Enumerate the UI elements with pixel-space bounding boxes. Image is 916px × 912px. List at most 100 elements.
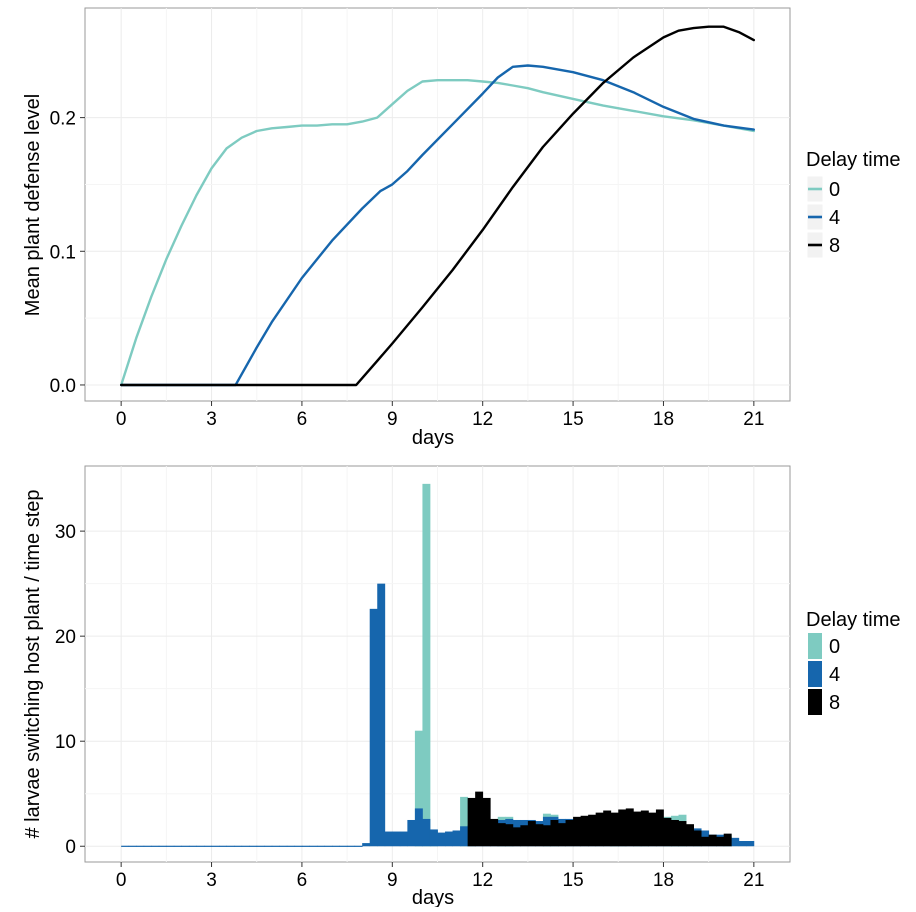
bar (128, 845, 137, 847)
grid (85, 8, 790, 401)
bar (708, 834, 717, 847)
bar (670, 819, 679, 847)
y-tick-label: 0.2 (50, 109, 76, 130)
legend-label-4: 4 (829, 207, 840, 229)
bar (701, 836, 710, 847)
bar (384, 831, 393, 847)
x-tick-label: 0 (116, 409, 127, 430)
bar (136, 845, 145, 847)
bar (211, 845, 220, 847)
bar (377, 583, 386, 847)
bar (316, 845, 325, 847)
bar (633, 811, 642, 847)
bar (249, 845, 258, 847)
bar (121, 845, 130, 847)
bar (422, 818, 431, 847)
bar (143, 845, 152, 847)
bar (512, 827, 521, 847)
bar (399, 831, 408, 847)
bar (226, 845, 235, 847)
y-tick-label: 20 (55, 627, 76, 648)
legend-label-8: 8 (829, 692, 840, 714)
bar (738, 840, 747, 847)
y-axis-label: Mean plant defense level (22, 94, 44, 316)
bar (301, 845, 310, 847)
bar (294, 845, 303, 847)
bar (610, 812, 619, 847)
x-tick-label: 21 (743, 870, 764, 891)
legend-label-4: 4 (829, 664, 840, 686)
bar (407, 819, 416, 847)
legend-title: Delay time (806, 149, 900, 171)
series-line-8 (119, 25, 755, 387)
x-axis-label: days (412, 887, 454, 907)
bar (309, 845, 318, 847)
bar (520, 825, 529, 847)
bar (595, 812, 604, 847)
y-axis-label: # larvae switching host plant / time ste… (22, 489, 44, 838)
bar (204, 845, 212, 847)
bar (663, 817, 672, 847)
bar (369, 608, 378, 847)
bar (196, 845, 205, 847)
y-tick-label: 30 (55, 522, 76, 543)
bar (497, 823, 506, 847)
bar (264, 845, 273, 847)
bar (158, 845, 167, 847)
bar (422, 483, 431, 847)
series-lines (119, 25, 755, 387)
bar (678, 821, 687, 847)
bar (188, 845, 197, 847)
x-tick-label: 3 (206, 870, 217, 891)
bar (362, 843, 371, 847)
series-bars (121, 483, 755, 847)
bar (618, 809, 627, 847)
bar (640, 810, 649, 847)
legend: Delay time 0 4 8 (806, 149, 900, 259)
bar (241, 845, 250, 847)
bar (505, 824, 514, 847)
bar (414, 808, 423, 847)
bar (588, 814, 597, 847)
bar (392, 831, 401, 847)
bar (731, 837, 740, 847)
bar (166, 845, 175, 847)
bar (347, 845, 356, 847)
series-line-4 (119, 64, 755, 387)
series-line-0 (119, 78, 755, 387)
legend-label-0: 0 (829, 636, 840, 658)
legend-swatch-4 (808, 661, 822, 687)
bar-series-8 (467, 791, 732, 847)
bar (573, 816, 582, 847)
bar (339, 845, 348, 847)
x-tick-label: 18 (653, 409, 674, 430)
x-tick-label: 3 (206, 409, 217, 430)
x-tick-label: 12 (472, 870, 493, 891)
larvae-switching-panel: 0 3 6 9 12 15 18 21 0 10 20 30 days # larvae switch… (22, 465, 900, 909)
bar (279, 845, 288, 847)
bar (181, 845, 190, 847)
bar (234, 845, 243, 847)
bar (527, 821, 536, 847)
defense-level-panel: 0 3 6 9 12 15 18 21 0.0 0.1 0.2 days Mean plant de… (22, 7, 900, 449)
bar (460, 796, 469, 847)
x-tick-label: 18 (653, 870, 674, 891)
bar (580, 815, 589, 847)
legend-swatch-0 (808, 633, 822, 659)
bar (625, 808, 634, 847)
legend-swatch-8 (808, 689, 822, 715)
bar (460, 826, 469, 847)
x-tick-label: 0 (116, 870, 127, 891)
bar (151, 845, 160, 847)
legend-title: Delay time (806, 609, 900, 631)
x-tick-label: 9 (387, 870, 398, 891)
x-tick-label: 15 (563, 409, 584, 430)
bar (565, 819, 574, 847)
bar (475, 791, 484, 847)
bar (535, 824, 544, 847)
bar (603, 810, 612, 847)
bar (542, 825, 551, 847)
y-tick-label: 0.0 (50, 376, 76, 397)
